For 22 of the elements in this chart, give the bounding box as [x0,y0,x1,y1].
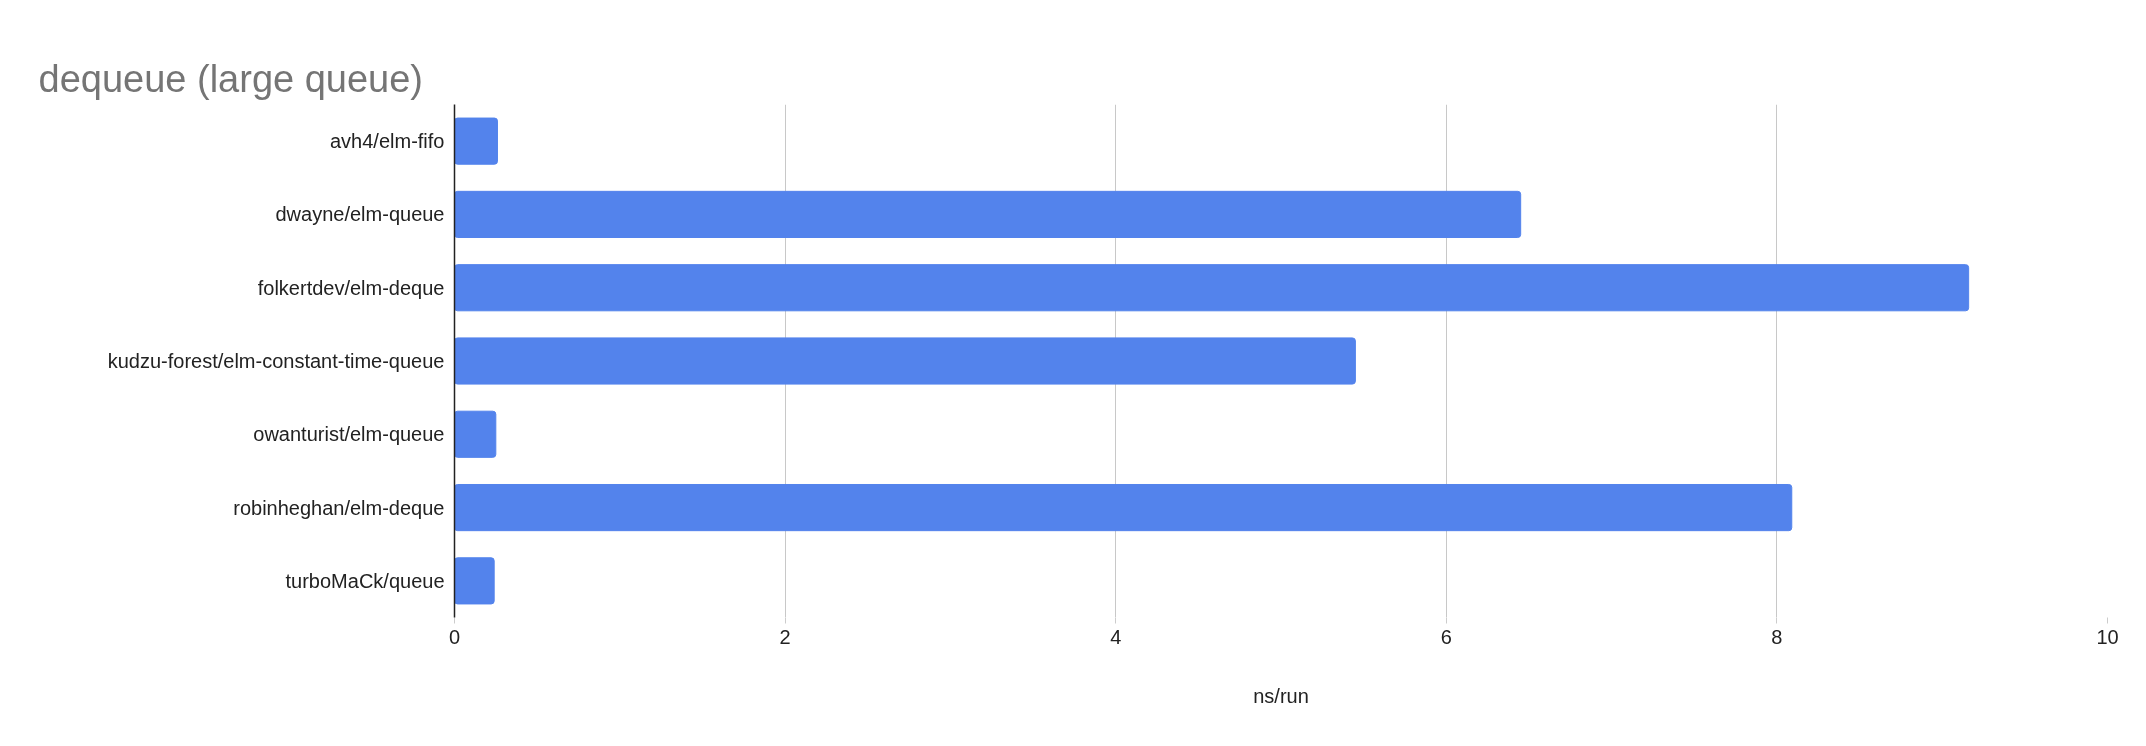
x-tick-label: 8 [1771,625,1783,648]
bar [454,117,498,165]
y-tick-label: dwayne/elm-queue [275,203,445,226]
x-tick-label: 2 [779,625,791,648]
x-tick-label: 0 [448,625,461,648]
y-tick-label: avh4/elm-fifo [330,130,445,153]
x-tick-label: 6 [1440,625,1452,648]
x-tick-label: 4 [1110,625,1122,648]
y-tick-label: turboMaCk/queue [285,569,445,592]
x-axis-title: ns/run [1253,684,1309,707]
y-tick-label: owanturist/elm-queue [253,423,445,446]
chart-title: dequeue (large queue) [38,57,424,100]
bar [454,410,497,458]
x-tick-label: 10 [2096,625,2119,648]
bar [454,483,1793,532]
bar [454,557,495,605]
y-tick-label: folkertdev/elm-deque [257,276,445,299]
y-tick-label: kudzu-forest/elm-constant-time-queue [107,350,445,372]
y-tick-label: robinheghan/elm-deque [233,496,445,519]
bar [454,337,1356,385]
bar [454,264,1970,312]
bar [454,190,1522,239]
